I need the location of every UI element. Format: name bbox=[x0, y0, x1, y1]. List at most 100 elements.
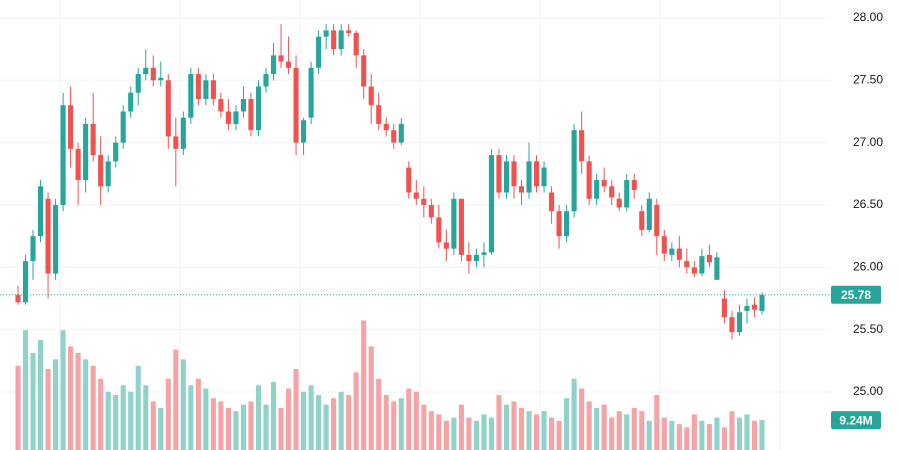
candle-body bbox=[616, 198, 622, 208]
y-tick-label: 27.50 bbox=[853, 72, 883, 86]
volume-bar bbox=[128, 391, 134, 450]
volume-bar bbox=[150, 401, 156, 450]
candle-body bbox=[624, 180, 630, 208]
volume-bar bbox=[421, 404, 427, 450]
volume-bar bbox=[624, 414, 630, 450]
volume-bar bbox=[654, 394, 660, 450]
volume-bar bbox=[53, 359, 59, 450]
volume-bar bbox=[195, 378, 201, 450]
volume-bar bbox=[270, 382, 277, 450]
candle-body bbox=[180, 117, 186, 149]
candle-body bbox=[481, 252, 487, 255]
volume-bar bbox=[586, 401, 592, 450]
volume-bar bbox=[699, 420, 705, 450]
candle-body bbox=[533, 161, 540, 187]
candle-body bbox=[706, 254, 712, 263]
candle-body bbox=[541, 167, 547, 187]
candle-body bbox=[458, 198, 464, 255]
volume-bar bbox=[413, 391, 419, 450]
candle-body bbox=[240, 99, 247, 112]
candle-body bbox=[128, 92, 134, 112]
volume-bar bbox=[481, 414, 487, 450]
candle-body bbox=[60, 105, 66, 205]
volume-bar bbox=[383, 394, 389, 450]
volume-bar bbox=[609, 417, 615, 450]
candle-body bbox=[263, 74, 269, 87]
candle-body bbox=[654, 204, 660, 237]
candle-body bbox=[135, 74, 141, 93]
volume-bar bbox=[45, 369, 51, 450]
y-tick-label: 25.00 bbox=[853, 384, 883, 398]
candle-body bbox=[744, 305, 750, 311]
candle-body bbox=[53, 204, 59, 274]
volume-bar bbox=[60, 330, 66, 450]
volume-bar bbox=[75, 352, 81, 450]
volume-bar bbox=[188, 385, 194, 450]
volume-bar bbox=[22, 330, 29, 450]
last-volume-badge bbox=[831, 411, 881, 430]
candle-body bbox=[278, 55, 284, 62]
volume-bar bbox=[210, 398, 216, 450]
volume-bar bbox=[684, 427, 690, 450]
volume-bar bbox=[203, 388, 209, 450]
candle-body bbox=[225, 111, 231, 124]
candle-body bbox=[398, 123, 404, 143]
candle-body bbox=[684, 261, 690, 268]
candle-body bbox=[699, 256, 705, 274]
candle-body bbox=[203, 80, 209, 100]
volume-bar bbox=[458, 404, 464, 450]
candle-body bbox=[413, 192, 419, 199]
volume-bar bbox=[473, 420, 479, 450]
candle-body bbox=[406, 167, 412, 193]
candle-body bbox=[443, 242, 449, 249]
candle-body bbox=[316, 36, 322, 68]
candle-body bbox=[361, 55, 367, 87]
candle-body bbox=[391, 130, 397, 143]
candle-body bbox=[68, 105, 74, 149]
volume-bar bbox=[68, 346, 74, 450]
volume-bar bbox=[353, 372, 359, 450]
candle-body bbox=[631, 180, 637, 191]
volume-bar bbox=[751, 420, 758, 450]
candle-body bbox=[691, 267, 697, 274]
volume-bar bbox=[541, 411, 547, 450]
volume-bar bbox=[98, 378, 104, 450]
candle-body bbox=[15, 294, 21, 303]
price-axis: 28.00 27.50 27.00 26.50 26.00 25.50 25.00 25.78… bbox=[831, 10, 883, 430]
candle-body bbox=[45, 198, 51, 274]
candle-body bbox=[188, 74, 194, 118]
volume-bar bbox=[278, 407, 284, 450]
candle-body bbox=[120, 111, 126, 143]
candle-body bbox=[338, 30, 344, 50]
candle-body bbox=[646, 198, 652, 230]
volume-bar bbox=[37, 339, 44, 450]
candle-body bbox=[285, 61, 292, 68]
volume-bar bbox=[691, 414, 697, 450]
candle-body bbox=[601, 180, 607, 187]
candle-body bbox=[639, 211, 645, 230]
volume-bar bbox=[15, 365, 21, 450]
candle-body bbox=[98, 155, 104, 187]
volume-bar bbox=[398, 398, 404, 450]
volume-bar bbox=[263, 404, 269, 450]
candle-body bbox=[195, 74, 201, 100]
volume-bar bbox=[331, 398, 337, 450]
candle-body bbox=[729, 317, 735, 333]
candle-body bbox=[571, 130, 577, 212]
volume-bar bbox=[594, 407, 600, 450]
volume-bar bbox=[549, 417, 555, 450]
volume-bar bbox=[406, 388, 412, 450]
volume-bar bbox=[631, 407, 637, 450]
volume-bar bbox=[533, 414, 540, 450]
volume-bar bbox=[736, 417, 743, 450]
candle-body bbox=[496, 155, 502, 193]
y-tick-label: 26.00 bbox=[853, 260, 883, 274]
candle-body bbox=[503, 161, 510, 193]
grid bbox=[0, 0, 830, 450]
volume-bar bbox=[564, 398, 570, 450]
candle-body bbox=[248, 99, 254, 131]
volume-bar bbox=[308, 385, 314, 450]
y-tick-label: 27.00 bbox=[853, 135, 883, 149]
volume-bar bbox=[30, 352, 36, 450]
